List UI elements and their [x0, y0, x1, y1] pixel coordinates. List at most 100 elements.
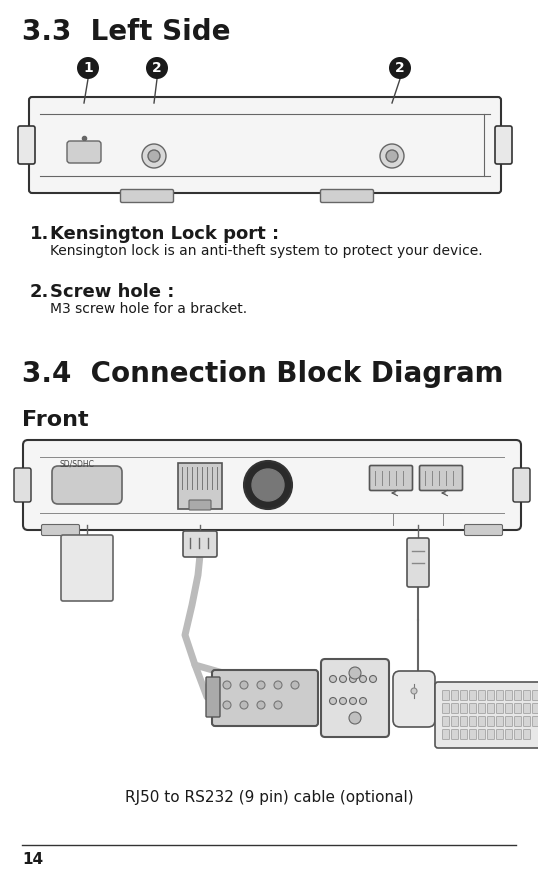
Text: Front: Front — [22, 410, 89, 430]
FancyBboxPatch shape — [461, 730, 468, 739]
FancyBboxPatch shape — [178, 463, 222, 509]
FancyBboxPatch shape — [478, 730, 485, 739]
FancyBboxPatch shape — [212, 670, 318, 726]
Circle shape — [274, 701, 282, 709]
FancyBboxPatch shape — [183, 531, 217, 557]
FancyBboxPatch shape — [435, 682, 538, 748]
FancyBboxPatch shape — [533, 717, 538, 726]
FancyBboxPatch shape — [487, 704, 494, 713]
FancyBboxPatch shape — [442, 730, 450, 739]
FancyBboxPatch shape — [442, 717, 450, 726]
Text: Screw hole :: Screw hole : — [50, 283, 174, 301]
FancyBboxPatch shape — [514, 730, 521, 739]
Circle shape — [339, 676, 346, 683]
FancyBboxPatch shape — [533, 704, 538, 713]
Circle shape — [240, 681, 248, 689]
Text: Kensington Lock port :: Kensington Lock port : — [50, 225, 279, 243]
FancyBboxPatch shape — [523, 730, 530, 739]
Circle shape — [411, 688, 417, 694]
Text: 1.: 1. — [30, 225, 49, 243]
FancyBboxPatch shape — [321, 190, 373, 202]
FancyBboxPatch shape — [470, 717, 477, 726]
Circle shape — [257, 681, 265, 689]
Circle shape — [386, 150, 398, 162]
FancyBboxPatch shape — [393, 671, 435, 727]
Text: 2.: 2. — [30, 283, 49, 301]
FancyBboxPatch shape — [514, 704, 521, 713]
FancyBboxPatch shape — [497, 717, 504, 726]
FancyBboxPatch shape — [514, 717, 521, 726]
Circle shape — [291, 681, 299, 689]
Ellipse shape — [389, 57, 411, 79]
FancyBboxPatch shape — [29, 97, 501, 193]
Circle shape — [359, 698, 366, 705]
FancyBboxPatch shape — [506, 691, 513, 700]
Circle shape — [223, 701, 231, 709]
Circle shape — [274, 681, 282, 689]
FancyBboxPatch shape — [487, 717, 494, 726]
Text: RJ50 to RS232 (9 pin) cable (optional): RJ50 to RS232 (9 pin) cable (optional) — [125, 790, 413, 805]
FancyBboxPatch shape — [442, 691, 450, 700]
Circle shape — [252, 469, 284, 501]
FancyBboxPatch shape — [461, 717, 468, 726]
FancyBboxPatch shape — [495, 126, 512, 164]
FancyBboxPatch shape — [420, 465, 463, 490]
Text: 1: 1 — [83, 62, 93, 76]
FancyBboxPatch shape — [506, 704, 513, 713]
Text: M3 screw hole for a bracket.: M3 screw hole for a bracket. — [50, 302, 247, 316]
FancyBboxPatch shape — [513, 468, 530, 502]
FancyBboxPatch shape — [321, 659, 389, 737]
FancyBboxPatch shape — [478, 704, 485, 713]
Circle shape — [257, 701, 265, 709]
Text: 2: 2 — [395, 62, 405, 76]
FancyBboxPatch shape — [470, 691, 477, 700]
Circle shape — [370, 676, 377, 683]
FancyBboxPatch shape — [18, 126, 35, 164]
FancyBboxPatch shape — [451, 691, 458, 700]
Circle shape — [240, 701, 248, 709]
FancyBboxPatch shape — [497, 691, 504, 700]
FancyBboxPatch shape — [533, 691, 538, 700]
FancyBboxPatch shape — [41, 524, 80, 536]
FancyBboxPatch shape — [23, 440, 521, 530]
FancyBboxPatch shape — [370, 465, 413, 490]
Circle shape — [223, 681, 231, 689]
Text: 3.3  Left Side: 3.3 Left Side — [22, 18, 230, 46]
Ellipse shape — [77, 57, 99, 79]
Circle shape — [142, 144, 166, 168]
FancyBboxPatch shape — [506, 730, 513, 739]
FancyBboxPatch shape — [451, 717, 458, 726]
Circle shape — [329, 698, 336, 705]
FancyBboxPatch shape — [523, 717, 530, 726]
Circle shape — [349, 667, 361, 679]
FancyBboxPatch shape — [52, 466, 122, 504]
FancyBboxPatch shape — [487, 691, 494, 700]
Circle shape — [339, 698, 346, 705]
FancyBboxPatch shape — [461, 704, 468, 713]
FancyBboxPatch shape — [497, 730, 504, 739]
Circle shape — [350, 676, 357, 683]
FancyBboxPatch shape — [121, 190, 173, 202]
Text: 3.4  Connection Block Diagram: 3.4 Connection Block Diagram — [22, 360, 504, 388]
FancyBboxPatch shape — [442, 704, 450, 713]
FancyBboxPatch shape — [67, 141, 101, 163]
FancyBboxPatch shape — [189, 500, 211, 510]
FancyBboxPatch shape — [478, 717, 485, 726]
Text: 2: 2 — [152, 62, 162, 76]
FancyBboxPatch shape — [487, 730, 494, 739]
FancyBboxPatch shape — [407, 538, 429, 587]
FancyBboxPatch shape — [478, 691, 485, 700]
FancyBboxPatch shape — [464, 524, 502, 536]
Circle shape — [349, 712, 361, 724]
FancyBboxPatch shape — [61, 535, 113, 601]
FancyBboxPatch shape — [451, 730, 458, 739]
FancyBboxPatch shape — [470, 704, 477, 713]
Circle shape — [359, 676, 366, 683]
Circle shape — [350, 698, 357, 705]
FancyBboxPatch shape — [14, 468, 31, 502]
FancyBboxPatch shape — [523, 691, 530, 700]
Circle shape — [244, 461, 292, 509]
Circle shape — [380, 144, 404, 168]
Text: SD/SDHC: SD/SDHC — [60, 459, 95, 468]
FancyBboxPatch shape — [514, 691, 521, 700]
